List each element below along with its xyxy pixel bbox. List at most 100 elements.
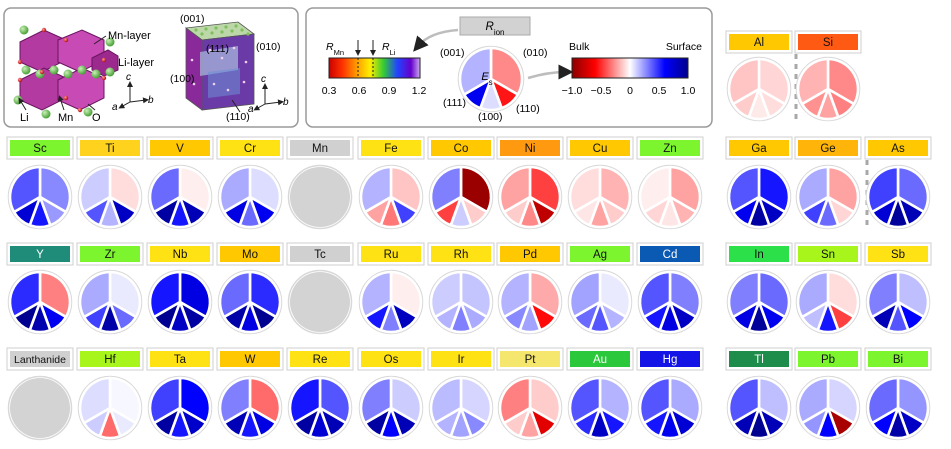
element-symbol: Bi [893,354,903,366]
element-cell-sb: Sb [864,242,932,335]
pie-slice-001 [638,270,672,319]
segregation-pie-mn [287,164,353,230]
element-cell-au: Au [566,347,634,441]
o-atom-pointer [87,103,96,111]
mn-atom-pointer [58,95,65,111]
element-cell-si: Si [794,30,862,122]
element-cell-w: W [216,347,284,441]
element-symbol: Ag [593,249,607,261]
o-atom-label: O [92,112,101,124]
element-cell-al: Al [725,30,793,122]
legend-pie [457,45,525,113]
element-badge [80,351,140,367]
pie-slice-001 [568,270,602,319]
element-cell-nb: Nb [146,242,214,335]
element-symbol: Pb [821,354,835,366]
pie-slice-001 [796,376,830,425]
segregation-pie-ti [77,164,143,230]
element-cell-pt: Pt [496,347,564,441]
element-symbol: Mn [312,143,328,155]
segregation-pie-sb [865,269,931,335]
slab-face-110-pointer [231,99,241,113]
li-layer-label: Li-layer [118,57,154,69]
slab-face-111: (111) [206,43,229,55]
element-badge [10,140,70,156]
element-symbol: W [245,354,256,366]
layered-crystal-model [13,25,119,119]
element-symbol: Re [313,354,328,366]
r-ion-badge [459,16,531,36]
segregation-pie-al [726,56,792,122]
pie-slice-001 [429,165,463,214]
segregation-pie-tc [287,269,353,335]
element-badge [570,351,630,367]
r-li-label: RLi [382,41,396,57]
element-symbol: Os [384,354,399,366]
element-badge [868,140,928,156]
segregation-pie-pd [497,269,563,335]
pie-slice-001 [866,376,900,425]
element-cell-re: Re [286,347,354,441]
element-symbol: Cd [663,249,678,261]
bulk-label: Bulk [569,41,590,53]
element-symbol: Ga [751,143,767,155]
radius-tick-1: 0.3 [322,85,337,97]
element-symbol: Al [754,37,764,49]
segregation-pie-hg [637,375,703,441]
element-symbol: Sn [821,249,835,261]
pie-slice-001 [498,270,532,319]
pie-slice-001 [796,57,830,106]
pie-slice-001 [796,270,830,319]
segregation-pie-nb [147,269,213,335]
element-cell-ti: Ti [76,136,144,230]
element-badge [640,351,700,367]
segregation-pie-si [795,56,861,122]
segregation-energy-colorbar [571,57,689,79]
energy-tick-1: −1.0 [562,85,583,97]
element-symbol: Pt [525,354,537,366]
element-symbol: Tl [754,354,764,366]
segregation-pie-sn [795,269,861,335]
segregation-pie-rh [428,269,494,335]
r-mn-label: RMn [326,41,344,57]
radius-tick-4: 1.2 [412,85,427,97]
pie-slice-001 [148,270,182,319]
element-symbol: Zr [105,249,116,261]
segregation-pie-cu [567,164,633,230]
pie-slice-001 [218,165,252,214]
no-data-disc [10,378,70,438]
element-symbol: Cr [244,143,256,155]
pie-slice-001 [78,165,112,214]
element-badge [500,140,560,156]
pie-slice-001 [78,270,112,319]
element-badge [290,246,350,262]
element-badge [220,246,280,262]
element-cell-cu: Cu [566,136,634,230]
element-symbol: Ta [174,354,187,366]
element-badge [798,140,858,156]
axis-c-label-2: c [261,74,266,85]
element-cell-mn: Mn [286,136,354,230]
element-badge [640,140,700,156]
pie-slice-001 [638,165,672,214]
element-cell-lanthanide: Lanthanide [6,347,74,441]
pie-slice-001 [498,376,532,425]
segregation-pie-in [726,269,792,335]
element-cell-in: In [725,242,793,335]
element-symbol: In [754,249,764,261]
pie-slice-001 [727,57,761,106]
mn-atom-label: Mn [58,112,73,124]
element-cell-ag: Ag [566,242,634,335]
pie-slice-001 [458,46,493,96]
element-cell-rh: Rh [427,242,495,335]
element-badge [570,246,630,262]
energy-tick-2: −0.5 [591,85,612,97]
element-cell-bi: Bi [864,347,932,441]
axis-a-label: a [112,102,118,113]
segregation-pie-au [567,375,633,441]
ionic-radius-colorbar [328,57,421,79]
segregation-pie-co [428,164,494,230]
element-badge [798,246,858,262]
segregation-pie-pt [497,375,563,441]
element-cell-os: Os [357,347,425,441]
